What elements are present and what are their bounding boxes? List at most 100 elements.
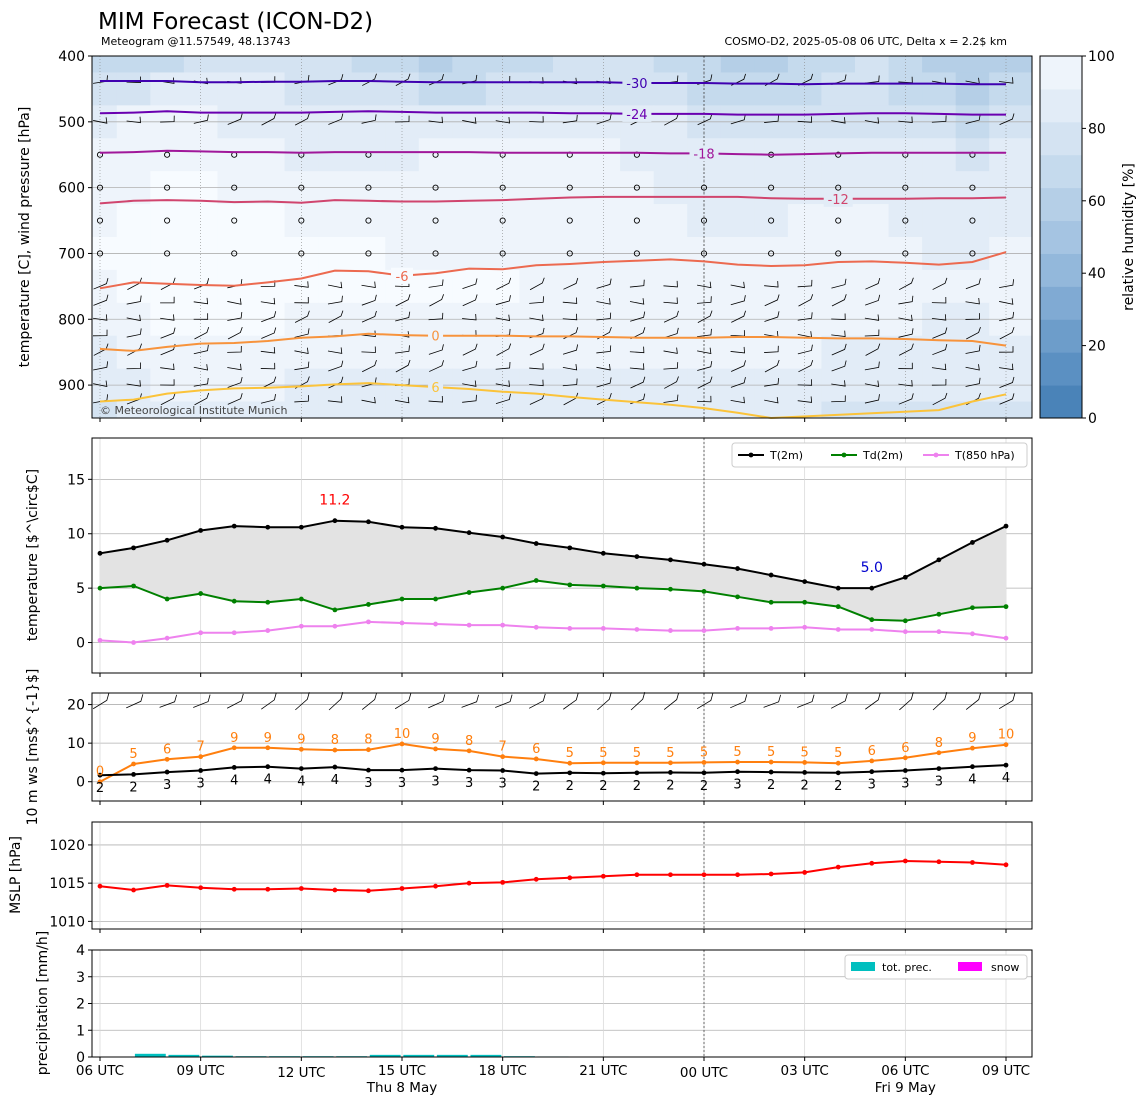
wind-barb [462, 294, 478, 307]
wind-barb [529, 343, 545, 356]
t2m-point [970, 540, 975, 545]
wind-speed-value-label: 4 [1002, 771, 1010, 786]
humidity-cell [855, 72, 890, 106]
gust-value-label: 9 [230, 731, 238, 746]
humidity-cell [116, 204, 151, 238]
t2m-point [164, 537, 170, 543]
wind-barb [529, 277, 545, 291]
isotherm-line [99, 149, 1006, 156]
wind-barb [93, 380, 108, 387]
mslp-point [164, 883, 170, 888]
y-tick-label: 1020 [49, 838, 85, 854]
mslp-point [668, 872, 673, 878]
wind-barb [361, 346, 376, 353]
wind-barb [193, 114, 209, 124]
humidity-cell [888, 56, 923, 73]
wind-barb [395, 345, 410, 354]
y-tick-label: 700 [58, 246, 85, 262]
wind-barb [664, 376, 679, 389]
wind-barb [428, 116, 443, 124]
wind-barb [428, 279, 444, 288]
precipitation-bar [470, 1054, 502, 1057]
gust-point [835, 760, 841, 766]
wind-speed-point [936, 766, 942, 771]
mslp-point [567, 875, 573, 881]
wind-barb [864, 361, 880, 371]
gust-value-label: 8 [935, 736, 943, 751]
precipitation-bar [369, 1054, 401, 1057]
wind-barb [764, 294, 780, 307]
wind-speed-value-label: 2 [801, 778, 809, 793]
mslp-point [198, 885, 204, 891]
wind-barb [495, 380, 511, 387]
mslp-point [533, 876, 539, 882]
humidity-cell [620, 56, 655, 73]
wind-barb [529, 363, 544, 370]
wind-barb [898, 393, 914, 405]
wind-speed-point [802, 770, 808, 775]
max-temperature-label: 11.2 [319, 493, 350, 509]
wind-barb [428, 312, 444, 321]
humidity-cell [955, 138, 990, 172]
y-tick-label: 5 [76, 581, 85, 597]
x-tick-label: 15 UTC [378, 1063, 426, 1079]
calm-wind-marker [835, 184, 842, 191]
isotherm-label-bg [622, 74, 652, 91]
t850-point [131, 640, 136, 645]
humidity-cell [955, 401, 990, 419]
x-tick-label: 12 UTC [277, 1065, 325, 1081]
wind-speed-value-label: 2 [767, 778, 775, 793]
wind-barb [965, 114, 981, 124]
wind-barb [730, 295, 746, 306]
wind-barb [126, 116, 141, 124]
wind-barb [663, 310, 679, 323]
humidity-cell [92, 56, 118, 73]
mslp-point [902, 858, 908, 864]
calm-wind-marker [902, 184, 909, 191]
wind-speed-value-label: 3 [868, 778, 876, 793]
humidity-cell [720, 401, 755, 419]
wind-speed-point [735, 769, 740, 775]
humidity-cell [217, 401, 252, 419]
wind-barb [797, 312, 813, 321]
wind-barb [999, 298, 1014, 305]
humidity-cell [485, 56, 520, 73]
td2m-point [802, 599, 808, 605]
gust-point [768, 759, 774, 765]
wind-speed-point [298, 766, 304, 771]
humidity-cell [284, 56, 319, 73]
humidity-cell [351, 56, 386, 73]
humidity-cell [553, 138, 588, 172]
wind-barb [160, 363, 175, 371]
wind-speed-value-label: 3 [431, 775, 439, 790]
wind-barb [663, 297, 678, 304]
td2m-point [198, 591, 204, 596]
wind-barb [696, 296, 712, 304]
wind-barb [831, 330, 846, 338]
gust-point [500, 754, 506, 760]
t850-point [970, 631, 975, 637]
wind-barb [999, 327, 1015, 340]
calm-wind-marker [835, 217, 842, 224]
gust-value-label: 5 [633, 746, 641, 761]
wind-barb [596, 392, 612, 405]
wind-speed-value-label: 4 [968, 773, 976, 788]
legend-marker [841, 452, 847, 458]
gust-point [668, 760, 673, 766]
t2m-line [99, 519, 1007, 590]
t850-point [433, 621, 438, 627]
mslp-point [970, 860, 975, 865]
humidity-cell [452, 72, 487, 106]
wind-speed-value-label: 3 [499, 777, 507, 792]
gust-value-label: 5 [700, 745, 708, 760]
mslp-point [298, 886, 304, 891]
gust-value-label: 5 [767, 745, 775, 760]
wind-barb [931, 115, 947, 123]
humidity-cell [922, 72, 957, 106]
wind-speed-value-label: 3 [733, 778, 741, 793]
min-temperature-label: 5.0 [861, 560, 883, 576]
t2m-point [869, 585, 875, 591]
mslp-point [835, 864, 841, 870]
humidity-cell [116, 138, 151, 172]
